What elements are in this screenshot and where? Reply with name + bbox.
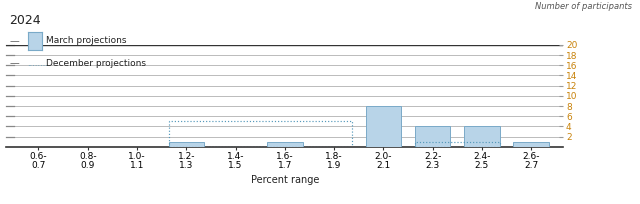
X-axis label: Percent range: Percent range	[251, 175, 319, 185]
Bar	[415, 126, 451, 147]
Text: —: —	[10, 58, 19, 68]
Text: —: —	[10, 36, 19, 46]
Text: Number of participants: Number of participants	[535, 2, 632, 11]
Bar	[168, 142, 204, 147]
Text: December projections: December projections	[46, 59, 146, 68]
Bar	[513, 142, 549, 147]
Bar	[464, 126, 500, 147]
Bar	[267, 142, 303, 147]
Text: March projections: March projections	[46, 36, 127, 45]
Bar	[365, 106, 401, 147]
Text: ........: ........	[28, 59, 49, 68]
Text: 2024: 2024	[10, 14, 41, 27]
